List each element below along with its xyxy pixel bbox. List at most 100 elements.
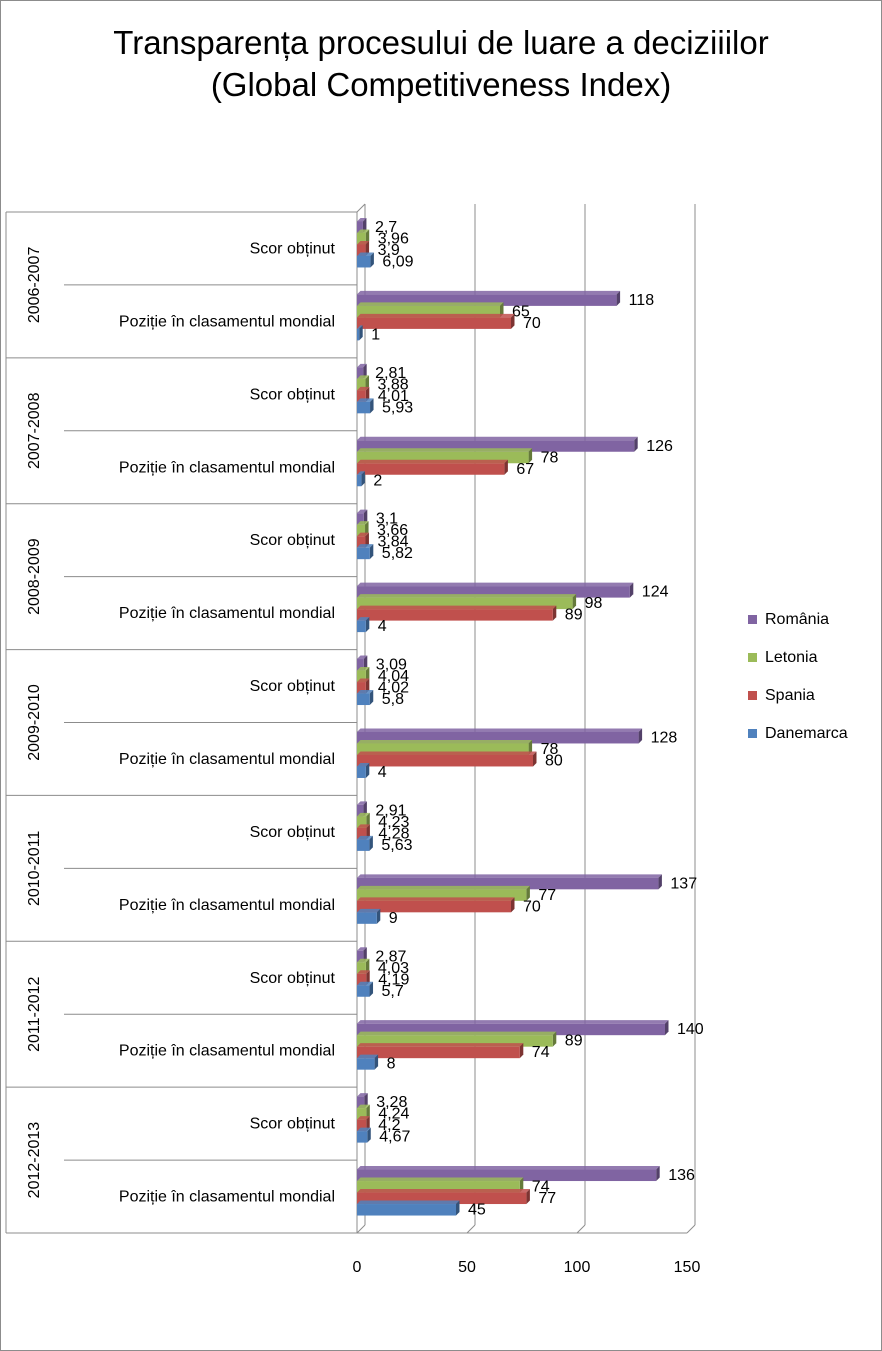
data-label: 70 [523, 898, 541, 915]
data-label: 3,88 [378, 376, 409, 393]
period-label: 2008-2009 [26, 538, 43, 615]
bar [357, 912, 377, 924]
legend-label: România [765, 610, 830, 628]
data-label: 124 [642, 584, 669, 601]
bar-side [370, 252, 374, 268]
legend-swatch [748, 653, 757, 662]
bar-top [357, 908, 381, 913]
data-label: 2,87 [375, 948, 406, 965]
bar [357, 754, 533, 767]
data-label: 4,03 [378, 960, 409, 977]
bar-top [357, 1177, 524, 1182]
bar-top [357, 363, 367, 368]
bar-side [365, 667, 370, 683]
data-label: 5,93 [382, 399, 413, 416]
data-label: 4,23 [378, 814, 409, 831]
data-label: 2,7 [375, 219, 397, 236]
data-label: 4,19 [378, 971, 409, 988]
bar [357, 597, 573, 610]
data-label: 4 [378, 764, 387, 781]
data-label: 4,04 [378, 668, 409, 685]
data-label: 2,81 [375, 365, 406, 382]
data-label: 2 [373, 472, 382, 489]
legend-item-romania: România [748, 610, 848, 629]
bar-side [361, 471, 365, 487]
bar [357, 524, 366, 537]
bar [357, 1192, 527, 1205]
data-label: 126 [646, 438, 673, 455]
data-label: 89 [565, 1033, 583, 1050]
bar-top [357, 1054, 379, 1059]
bar [357, 221, 363, 233]
bar [357, 900, 511, 913]
bar [357, 586, 630, 598]
bar [357, 440, 635, 452]
bar-top [357, 582, 634, 587]
bar [357, 367, 364, 379]
bar-top [357, 459, 508, 464]
bar-side [656, 1166, 660, 1182]
data-label: 3,84 [377, 534, 408, 551]
bar-top [357, 801, 367, 805]
legend-label: Spania [765, 686, 815, 704]
legend-label: Letonia [765, 648, 818, 666]
category-label: Scor obținut [250, 1116, 336, 1133]
bar-top [357, 835, 373, 840]
bar-top [357, 1031, 557, 1036]
x-tick-label: 50 [458, 1259, 476, 1276]
data-label: 67 [516, 461, 534, 478]
bar [357, 731, 639, 744]
bar-top [357, 617, 370, 621]
bar [357, 743, 529, 755]
bar [357, 659, 364, 671]
bar [357, 670, 366, 683]
bar-top [357, 375, 370, 379]
bar-side [374, 1054, 379, 1070]
bar-side [376, 908, 381, 924]
legend-swatch [748, 691, 757, 700]
data-label: 4,02 [378, 680, 409, 697]
data-label: 5,8 [382, 691, 404, 708]
bar [357, 390, 366, 402]
bar-top [357, 812, 370, 817]
bar-top [357, 751, 537, 755]
period-label: 2012-2013 [26, 1122, 43, 1199]
bar-top [357, 594, 577, 598]
data-label: 65 [512, 303, 530, 320]
period-label: 2006-2007 [26, 247, 43, 324]
data-label: 4,67 [379, 1129, 410, 1146]
data-label: 74 [532, 1179, 550, 1196]
bar-side [365, 229, 370, 245]
bar-side [363, 947, 367, 963]
bar [357, 547, 370, 560]
bar-top [357, 240, 370, 245]
bar-side [363, 363, 367, 379]
data-label: 5,63 [381, 837, 412, 854]
floor-line [686, 1224, 696, 1234]
bar [357, 536, 366, 548]
bar [357, 1181, 520, 1193]
category-label: Poziție în clasamentul mondial [119, 459, 335, 476]
bar-top [357, 1116, 370, 1120]
bar [357, 1131, 368, 1143]
bar-top [357, 970, 370, 974]
data-label: 5,7 [382, 983, 404, 1000]
bar-side [366, 812, 370, 828]
period-label: 2010-2011 [26, 831, 43, 906]
bar-top [357, 1166, 660, 1170]
bar-top [357, 532, 369, 537]
bar [357, 1204, 456, 1216]
bar [357, 305, 500, 318]
bar [357, 1169, 657, 1182]
legend-swatch [748, 615, 757, 624]
bar-side [365, 532, 369, 548]
data-label: 78 [541, 449, 559, 466]
data-label: 45 [468, 1202, 486, 1219]
bar [357, 1035, 553, 1047]
bar-top [357, 1020, 669, 1024]
bar-top [357, 1104, 370, 1109]
bar [357, 317, 511, 329]
x-tick-label: 150 [674, 1259, 701, 1276]
bar-side [526, 885, 530, 901]
bar-side [366, 1104, 370, 1120]
